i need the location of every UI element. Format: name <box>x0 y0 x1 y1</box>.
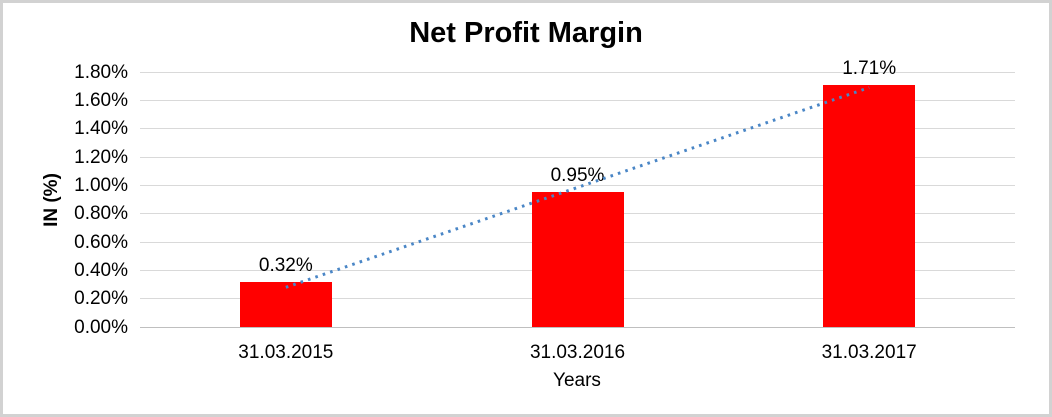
y-gridline <box>140 184 1015 186</box>
x-axis-title: Years <box>553 370 601 391</box>
y-tick-label: 1.60% <box>74 89 128 111</box>
x-category-label: 31.03.2015 <box>238 342 334 363</box>
y-gridline <box>140 156 1015 158</box>
x-category-label: 31.03.2017 <box>821 342 917 363</box>
bar-value-label: 0.95% <box>550 165 605 187</box>
y-gridline <box>140 71 1015 73</box>
bar-31.03.2016 <box>531 192 624 327</box>
x-category-label: 31.03.2016 <box>529 342 626 363</box>
y-tick-label: 0.80% <box>74 203 128 225</box>
chart-title: Net Profit Margin <box>409 17 643 49</box>
y-tick-label: 1.40% <box>74 118 128 140</box>
y-gridline <box>140 99 1015 101</box>
y-tick-label: 1.00% <box>74 174 128 196</box>
trendline <box>285 86 870 289</box>
y-tick-label: 1.80% <box>74 61 128 83</box>
y-gridline <box>140 128 1015 130</box>
y-tick-label: 1.20% <box>74 146 128 168</box>
y-tick-label: 0.00% <box>74 316 128 338</box>
x-axis-line <box>140 326 1015 328</box>
bar-value-label: 1.71% <box>842 57 897 79</box>
y-tick-label: 0.20% <box>74 288 128 310</box>
y-tick-label: 0.40% <box>74 259 128 281</box>
bar-value-label: 0.32% <box>258 254 313 276</box>
bar-31.03.2015 <box>239 281 332 327</box>
bar-31.03.2017 <box>823 84 916 327</box>
y-tick-label: 0.60% <box>74 231 128 253</box>
